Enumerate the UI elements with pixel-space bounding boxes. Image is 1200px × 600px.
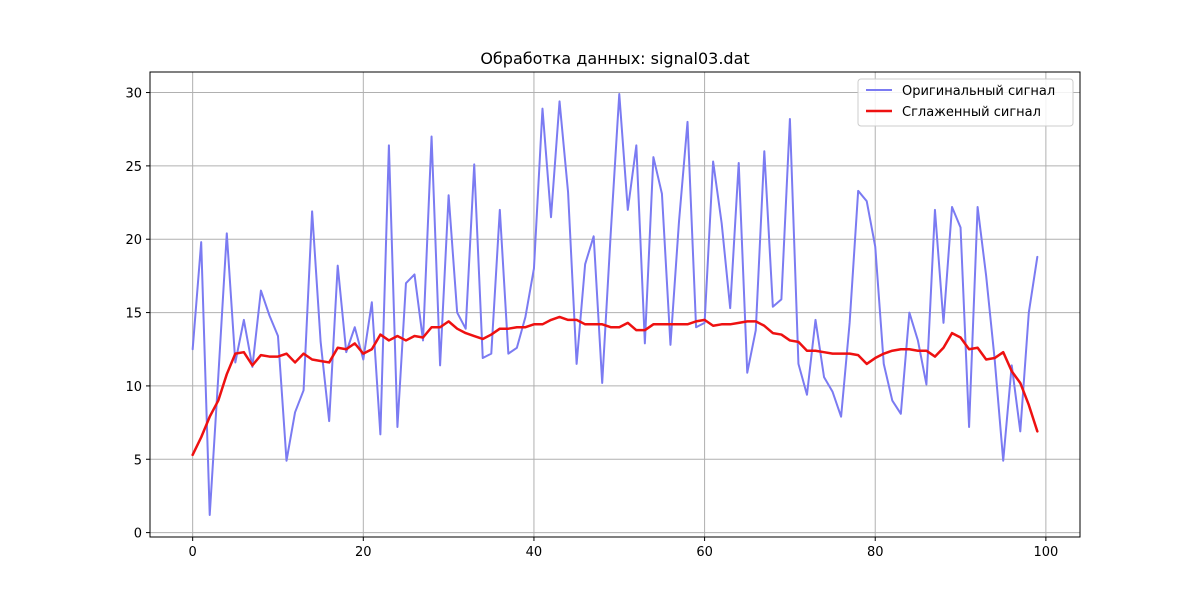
legend: Оригинальный сигнал Сглаженный сигнал — [857, 78, 1074, 127]
x-axis: 0 20 40 60 80 100 — [189, 537, 1058, 560]
y-tick-label: 30 — [125, 87, 142, 102]
chart-title: Обработка данных: signal03.dat — [480, 49, 749, 68]
legend-label-original: Оригинальный сигнал — [902, 84, 1055, 99]
y-tick-label: 15 — [125, 307, 142, 322]
legend-box — [857, 78, 1074, 127]
y-axis: 0 5 10 15 20 25 30 — [125, 87, 150, 542]
legend-label-smoothed: Сглаженный сигнал — [902, 105, 1041, 120]
y-tick-label: 25 — [125, 160, 142, 175]
axes-frame — [149, 71, 1081, 538]
grid-lines — [150, 72, 1080, 537]
x-tick-label: 20 — [355, 545, 372, 560]
y-tick-label: 10 — [125, 380, 142, 395]
smoothed-signal-line — [191, 315, 1039, 457]
y-tick-label: 0 — [134, 527, 142, 542]
original-signal-line — [191, 93, 1039, 516]
x-tick-label: 0 — [189, 545, 197, 560]
x-tick-label: 40 — [526, 545, 543, 560]
y-tick-label: 5 — [134, 453, 142, 468]
y-tick-label: 20 — [125, 233, 142, 248]
series-layer — [191, 93, 1039, 516]
x-tick-label: 60 — [696, 545, 713, 560]
x-tick-label: 100 — [1033, 545, 1058, 560]
x-tick-label: 80 — [867, 545, 884, 560]
